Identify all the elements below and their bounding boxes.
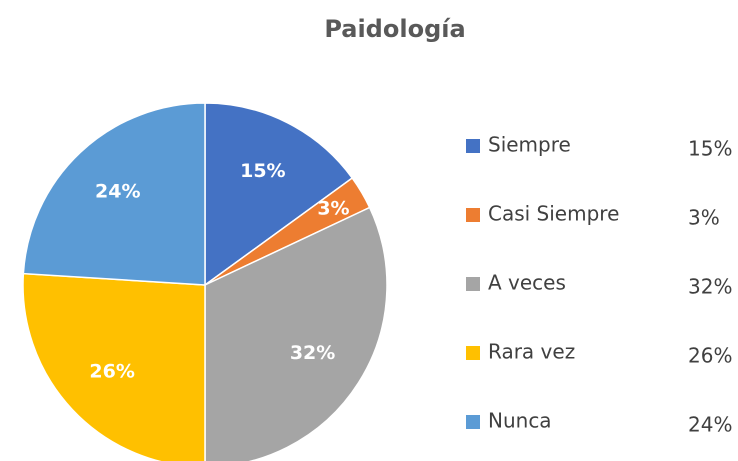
- legend-swatch: [466, 208, 480, 222]
- pie-slice: [22, 102, 206, 286]
- legend-swatch: [466, 415, 480, 429]
- legend-swatch: [466, 277, 480, 291]
- legend-swatch: [466, 139, 480, 153]
- data-label: 26%: [89, 361, 134, 383]
- legend-value: 24%: [688, 413, 732, 437]
- data-label: 15%: [240, 160, 285, 182]
- legend-value: 3%: [688, 206, 720, 230]
- chart-title: Paidología: [324, 15, 465, 43]
- pie-slice: [204, 102, 354, 287]
- data-label: 24%: [95, 181, 140, 203]
- data-label: 32%: [290, 342, 335, 364]
- pie-slice: [22, 272, 206, 461]
- data-label: 3%: [317, 198, 349, 220]
- legend-swatch: [466, 346, 480, 360]
- legend-label: Rara vez: [488, 340, 575, 364]
- legend-label: Casi Siempre: [488, 202, 619, 226]
- legend-value: 15%: [688, 137, 732, 161]
- legend-label: A veces: [488, 271, 566, 295]
- legend-label: Nunca: [488, 409, 552, 433]
- pie-slice: [204, 206, 388, 461]
- legend-value: 32%: [688, 275, 732, 299]
- legend-label: Siempre: [488, 133, 571, 157]
- legend-value: 26%: [688, 344, 732, 368]
